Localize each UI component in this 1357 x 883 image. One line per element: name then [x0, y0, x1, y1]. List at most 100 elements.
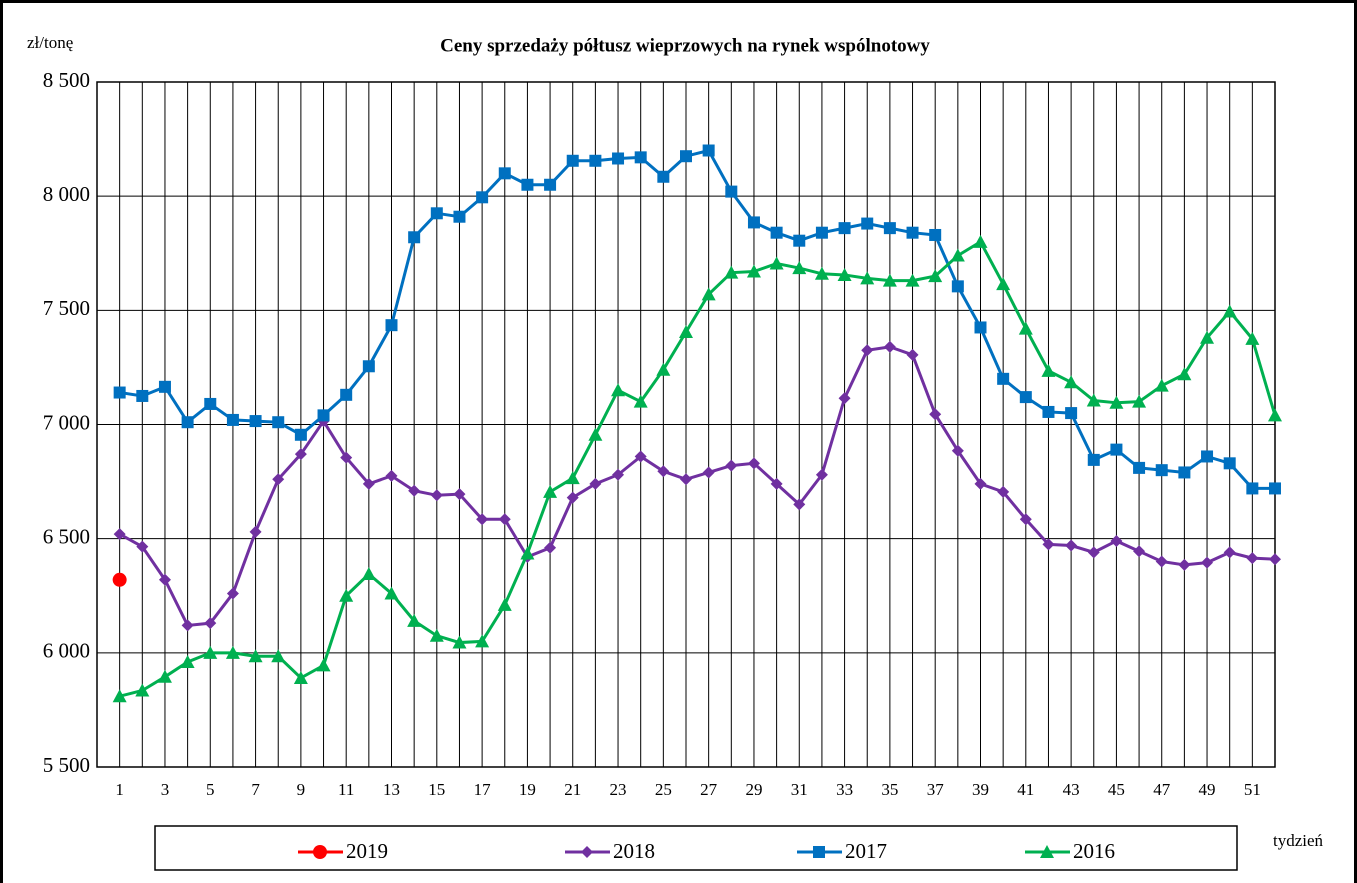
data-point — [906, 226, 919, 239]
data-point — [950, 248, 965, 262]
y-tick-label: 6 500 — [43, 524, 90, 548]
plot-area — [96, 81, 1276, 768]
data-point — [769, 256, 784, 270]
data-point — [226, 587, 239, 600]
data-point — [929, 228, 942, 241]
data-point — [588, 427, 603, 441]
data-point — [861, 217, 874, 230]
data-point — [1132, 394, 1147, 408]
data-point — [951, 280, 964, 293]
x-tick-label: 1 — [115, 780, 124, 799]
data-point — [1245, 331, 1260, 345]
y-tick-label: 8 000 — [43, 182, 90, 206]
data-point — [1246, 552, 1259, 565]
data-point — [1042, 405, 1055, 418]
x-tick-label: 45 — [1108, 780, 1125, 799]
x-tick-label: 25 — [655, 780, 672, 799]
legend-label: 2019 — [346, 839, 388, 863]
x-tick-label: 9 — [297, 780, 306, 799]
data-point — [657, 170, 670, 183]
x-tick-label: 39 — [972, 780, 989, 799]
legend-label: 2017 — [845, 839, 887, 863]
y-tick-label: 5 500 — [43, 753, 90, 777]
data-point — [180, 654, 195, 668]
y-tick-label: 6 000 — [43, 639, 90, 663]
data-point — [589, 477, 602, 490]
legend-marker — [1040, 845, 1054, 858]
legend-item: 2019 — [298, 839, 388, 863]
data-point — [906, 348, 919, 361]
data-point — [634, 450, 647, 463]
data-point — [974, 477, 987, 490]
x-tick-label: 35 — [881, 780, 898, 799]
data-point — [453, 210, 466, 223]
data-point — [248, 649, 263, 663]
data-point — [1154, 378, 1169, 392]
data-point — [566, 154, 579, 167]
x-tick-label: 31 — [791, 780, 808, 799]
series-line — [118, 345, 1276, 628]
data-point — [1201, 450, 1214, 463]
data-point — [974, 321, 987, 334]
data-point — [476, 513, 489, 526]
data-point — [793, 234, 806, 247]
data-point — [385, 469, 398, 482]
data-point — [657, 465, 670, 478]
data-point — [497, 597, 512, 611]
legend-label: 2018 — [613, 839, 655, 863]
x-tick-label: 37 — [927, 780, 945, 799]
x-tick-label: 43 — [1063, 780, 1080, 799]
data-point — [385, 319, 398, 332]
y-axis-label: zł/tonę — [27, 33, 73, 52]
data-point — [158, 380, 171, 393]
x-tick-label: 15 — [428, 780, 445, 799]
data-point — [883, 222, 896, 235]
data-point — [1155, 464, 1168, 477]
data-point — [1019, 391, 1032, 404]
data-point — [1201, 556, 1214, 569]
legend-item: 2018 — [565, 839, 655, 863]
data-point — [136, 389, 149, 402]
data-point — [136, 540, 149, 553]
data-point — [361, 567, 376, 581]
data-point — [1041, 363, 1056, 377]
data-point — [294, 428, 307, 441]
data-point — [770, 477, 783, 490]
data-point — [430, 207, 443, 220]
data-point — [634, 151, 647, 164]
x-tick-label: 13 — [383, 780, 400, 799]
x-tick-label: 29 — [745, 780, 762, 799]
data-point — [815, 468, 828, 481]
x-axis-label: tydzień — [1273, 831, 1324, 850]
legend-marker — [581, 846, 593, 858]
data-point — [905, 273, 920, 287]
data-point — [340, 451, 353, 464]
data-point — [725, 185, 738, 198]
data-point — [475, 634, 490, 648]
data-point — [883, 340, 896, 353]
data-point — [1268, 408, 1282, 422]
data-point — [589, 154, 602, 167]
data-point — [544, 541, 557, 554]
data-point — [452, 635, 467, 649]
data-point — [680, 473, 692, 486]
y-tick-label: 7 500 — [43, 296, 90, 320]
data-point — [680, 150, 692, 163]
data-point — [476, 191, 489, 204]
data-point — [339, 588, 354, 602]
x-tick-label: 21 — [564, 780, 581, 799]
data-point — [611, 383, 626, 397]
data-point — [747, 457, 760, 470]
data-point — [204, 617, 217, 630]
data-point — [724, 265, 739, 279]
data-point — [997, 372, 1010, 385]
data-point — [1133, 461, 1146, 474]
data-point — [997, 485, 1010, 498]
data-point — [158, 573, 171, 586]
x-tick-label: 23 — [610, 780, 627, 799]
data-point — [316, 658, 331, 672]
data-point — [225, 645, 240, 659]
data-point — [1018, 321, 1033, 335]
